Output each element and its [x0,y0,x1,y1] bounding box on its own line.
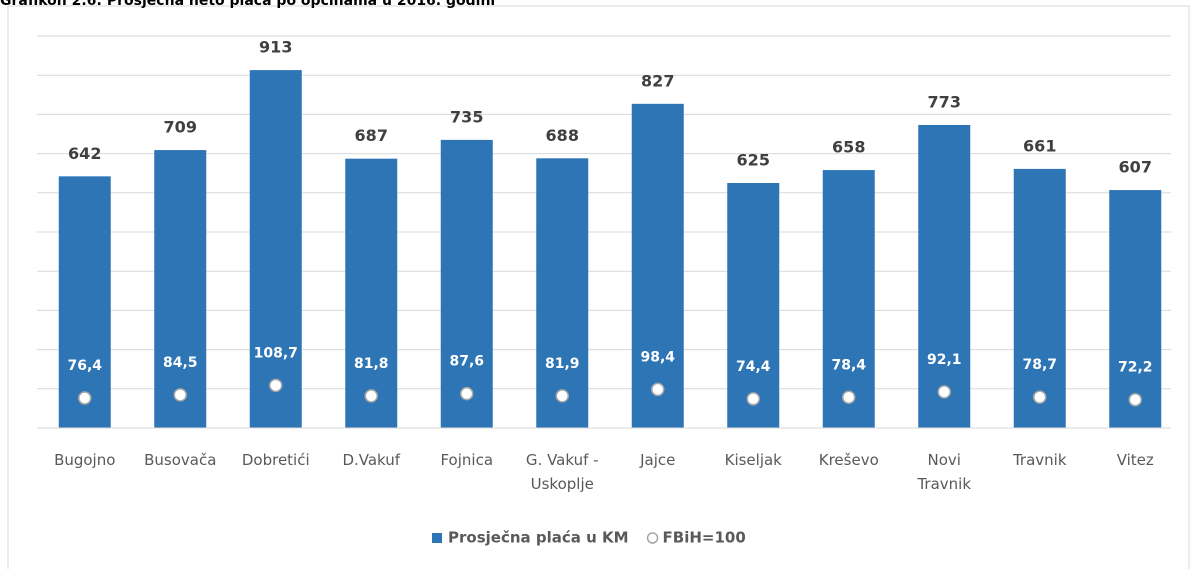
data-label: 84,5 [163,355,198,371]
legend-marker [646,532,659,544]
x-tick-label: Bugojno [54,451,115,469]
bar [631,103,684,428]
bar [1013,168,1066,428]
data-label: 74,4 [736,359,771,375]
data-label: 108,7 [254,345,298,361]
data-label: 78,4 [831,357,866,373]
x-tick-label: Novi Travnik [916,451,971,493]
data-label: 913 [259,38,292,57]
x-tick-label: Dobretići [242,451,310,469]
x-tick-label: Kiseljak [725,451,783,469]
legend-label: FBiH=100 [663,529,746,547]
data-label: 625 [737,151,770,170]
data-label: 98,4 [640,349,675,365]
marker [364,389,378,403]
marker [746,392,760,406]
bar [536,158,589,428]
marker [1128,392,1142,407]
data-label: 72,2 [1118,360,1153,376]
data-label: 773 [928,92,961,111]
marker [173,388,187,402]
data-label: 735 [450,107,483,126]
chart-title: Grafikon 2.6: Prosječna neto plaća po op… [0,0,495,9]
data-label: 87,6 [449,354,484,370]
marker [1033,390,1047,404]
data-label: 687 [355,126,388,145]
bar [154,150,207,428]
data-label: 81,8 [354,356,389,372]
x-tick-label: Vitez [1117,451,1154,469]
data-label: 81,9 [545,356,580,372]
bar [249,70,302,428]
data-label: 642 [68,144,101,163]
bar [58,176,111,428]
x-tick-label: D.Vakuf [342,451,400,469]
marker [937,385,951,399]
bar [918,124,971,428]
bar [1109,190,1162,428]
marker [842,390,856,405]
data-label: 76,4 [67,358,102,374]
chart-frame [7,5,1190,569]
bar [440,139,493,428]
x-tick-label: Travnik [1012,451,1067,469]
bar [345,158,398,429]
data-label: 709 [164,118,197,137]
bar [822,170,875,428]
marker [460,386,474,401]
legend-label: Prosječna plaća u KM [448,529,629,547]
x-tick-label: Fojnica [440,451,493,469]
data-label: 688 [546,126,579,145]
x-tick-label: G. Vakuf -Uskoplje [526,451,599,493]
data-label: 92,1 [927,352,962,368]
marker [651,382,665,397]
data-label: 661 [1023,136,1056,155]
x-tick-label: Jajce [639,451,675,469]
x-tick-label: Kreševo [819,451,879,469]
marker [269,378,283,393]
legend-swatch [432,533,442,543]
marker [78,391,92,405]
data-label: 827 [641,71,674,90]
x-tick-label: Busovača [144,451,216,469]
data-label: 658 [832,138,865,157]
data-label: 78,7 [1022,357,1057,373]
bar [727,183,780,428]
marker [555,389,569,403]
data-label: 607 [1119,158,1152,177]
